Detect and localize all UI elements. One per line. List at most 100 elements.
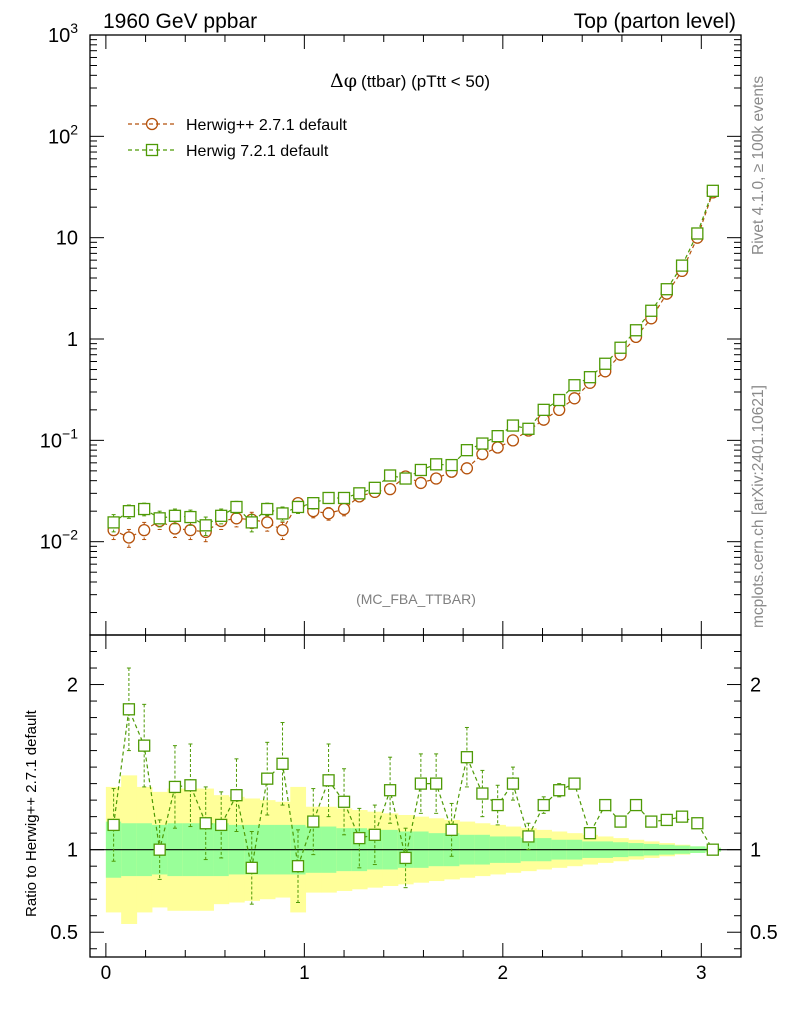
ratio-point-1-5 [184, 779, 197, 792]
point-1-28 [537, 403, 550, 416]
point-1-21 [429, 458, 443, 471]
point-1-0 [107, 516, 120, 529]
ratio-point-1-7 [215, 818, 228, 832]
ratio-point-1-1 [122, 703, 136, 716]
point-0-23 [460, 462, 474, 475]
ratio-series-1 [107, 667, 719, 905]
point-1-25 [491, 430, 504, 443]
ratio-point-1-6 [199, 817, 212, 830]
point-0-8 [230, 512, 243, 525]
point-1-26 [506, 419, 520, 432]
point-1-31 [583, 371, 597, 384]
ratio-point-1-17 [368, 828, 381, 841]
point-1-20 [414, 463, 428, 477]
point-1-22 [445, 458, 458, 472]
point-1-36 [660, 283, 673, 296]
ratio-y-tick-label-right: 1 [750, 840, 761, 862]
ratio-point-1-27 [522, 830, 535, 843]
point-1-33 [614, 341, 627, 354]
point-1-34 [629, 324, 643, 337]
x-tick-label: 0 [101, 963, 112, 984]
point-1-16 [353, 487, 366, 500]
point-1-19 [399, 472, 412, 485]
point-1-15 [337, 491, 351, 505]
header-left: 1960 GeV ppbar [103, 10, 257, 33]
point-0-5 [184, 523, 197, 537]
main-series [107, 184, 719, 548]
point-0-24 [476, 448, 489, 461]
ratio-frame [89, 634, 742, 958]
point-1-30 [568, 379, 581, 392]
point-0-2 [138, 523, 151, 537]
main-y-tick-label: 10−2 [40, 527, 78, 554]
x-tick-label: 1 [299, 963, 310, 984]
ratio-point-1-25 [491, 798, 504, 812]
main-y-tick-label: 10−1 [40, 425, 78, 452]
ratio-point-1-32 [599, 798, 612, 812]
ratio-point-1-4 [168, 780, 182, 794]
point-1-32 [599, 357, 612, 370]
legend-entry-herwig7: Herwig 7.2.1 default [128, 143, 329, 160]
point-0-20 [414, 476, 428, 490]
ratio-point-1-24 [476, 787, 489, 800]
x-tick-label: 3 [696, 963, 707, 984]
ratio-point-1-36 [660, 813, 673, 827]
point-1-17 [368, 481, 381, 494]
ratio-y-tick-label: 1 [67, 840, 78, 862]
point-1-12 [291, 500, 305, 514]
point-0-15 [337, 502, 351, 516]
ratio-point-1-38 [691, 817, 704, 830]
analysis-watermark: (MC_FBA_TTBAR) [356, 591, 476, 607]
series-1 [107, 184, 719, 537]
ratio-point-1-10 [261, 772, 274, 785]
point-1-18 [383, 469, 397, 482]
ratio-point-1-35 [645, 815, 658, 828]
point-0-25 [491, 441, 504, 454]
title-symbol: Δφ [330, 70, 357, 92]
header-right: Top (parton level) [574, 10, 736, 33]
ratio-point-1-16 [353, 831, 366, 845]
point-1-10 [261, 502, 274, 516]
point-1-14 [322, 491, 335, 505]
point-1-9 [245, 516, 258, 529]
point-1-38 [691, 227, 704, 240]
ratio-point-1-19 [399, 851, 412, 865]
ratio-point-1-28 [537, 798, 550, 812]
ratio-y-tick-label-right: 0.5 [750, 922, 778, 944]
point-1-39 [706, 184, 719, 197]
main-y-tick-label: 102 [48, 121, 78, 148]
point-1-27 [522, 422, 535, 435]
series-line-0 [113, 192, 714, 539]
point-1-23 [460, 444, 474, 457]
ratio-point-1-31 [583, 827, 597, 840]
mcplots-source-label: mcplots.cern.ch [arXiv:2401.10621] [750, 385, 767, 628]
point-1-7 [215, 509, 228, 522]
legend-marker-herwig7 [145, 143, 159, 157]
ratio-point-1-15 [337, 795, 351, 808]
ratio-point-1-22 [445, 823, 458, 837]
main-y-tick-label: 10 [56, 228, 78, 250]
series-0 [107, 186, 719, 548]
point-0-14 [322, 507, 335, 520]
rivet-version-label: Rivet 4.1.0, ≥ 100k events [750, 76, 767, 255]
point-1-6 [199, 519, 212, 532]
ratio-point-1-33 [614, 815, 627, 828]
ratio-point-1-2 [138, 739, 151, 752]
title-text: (ttbar) (pTtt < 50) [361, 72, 490, 91]
ratio-y-tick-label: 2 [67, 675, 78, 697]
ratio-point-1-11 [276, 757, 289, 770]
legend: Herwig++ 2.7.1 default Herwig 7.2.1 defa… [128, 117, 348, 160]
ratio-point-1-0 [107, 818, 120, 832]
ratio-point-1-23 [460, 751, 474, 764]
legend-entry-herwigpp: Herwig++ 2.7.1 default [128, 117, 348, 134]
main-y-tick-label: 1 [67, 329, 78, 351]
point-1-11 [276, 507, 289, 520]
point-0-21 [429, 472, 443, 485]
legend-label-herwigpp: Herwig++ 2.7.1 default [186, 117, 348, 134]
ratio-ylabel: Ratio to Herwig++ 2.7.1 default [23, 709, 40, 917]
legend-marker-herwigpp [145, 117, 159, 131]
x-tick-label: 2 [498, 963, 509, 984]
main-y-tick-label: 103 [48, 20, 78, 47]
